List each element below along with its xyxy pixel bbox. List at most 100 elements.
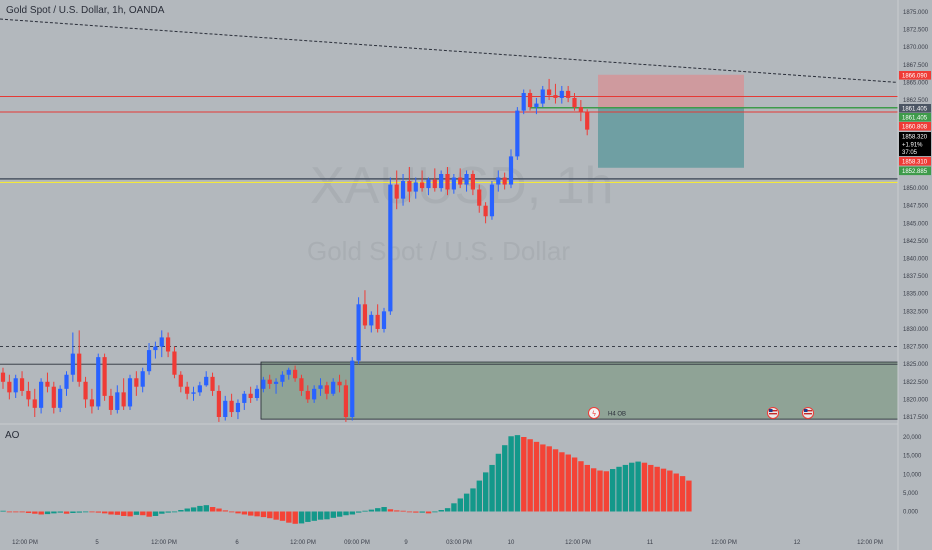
candle [502,172,507,190]
ao-bar [216,508,222,512]
candle-body [464,174,469,185]
candle [178,371,183,393]
candle [13,374,18,398]
candle-body [178,374,183,387]
price-tick-label: 1820.000 [903,397,929,403]
price-badge: 1858.320 [899,132,931,141]
price-tick-label: 1875.000 [903,10,929,16]
candle [96,353,101,410]
price-badge: 1852.885 [899,166,931,176]
candle-body [508,156,514,185]
ao-bar [387,509,394,512]
candle-body [496,177,501,185]
candle [293,365,298,382]
ao-bar [222,510,229,512]
price-badge-text: 1860.808 [902,125,928,131]
price-badge-bg [899,140,931,149]
candle-body [70,353,75,375]
candle-body [58,388,63,408]
candle-body [470,174,475,190]
ao-bar [57,511,63,513]
candle-body [127,378,133,407]
ao-bar [381,507,387,512]
candle [566,85,571,103]
ao-bar [648,464,654,512]
ao-bar [571,457,578,512]
ao-bar [159,511,165,514]
candle [58,385,63,413]
ao-bar [451,503,457,512]
candle [7,374,12,400]
price-badge-text: 1858.310 [902,160,928,166]
candle [451,174,456,194]
candle [540,85,545,108]
candle-body [553,95,558,98]
price-tick-label: 1835.000 [903,292,929,298]
candle [64,371,69,396]
us-flag-icon[interactable] [802,407,814,419]
price-badge-bg [899,157,931,166]
candle [324,381,329,400]
candle [223,395,228,421]
ao-bar [679,476,686,512]
ao-bar [514,435,521,512]
ao-bar [146,511,152,517]
candle-body [388,184,393,312]
ao-bar [273,511,279,520]
candle [191,386,196,401]
candle-body [451,177,456,190]
ao-bar [95,511,102,513]
price-tick-label: 1872.500 [903,28,929,34]
candle-body [559,90,564,98]
candle-body [0,372,6,382]
ao-bar [413,511,419,513]
ao-bar [673,473,679,512]
candle-body [293,369,298,379]
candle-body [235,402,241,413]
candle-body [210,376,215,391]
price-badge-bg [899,113,931,122]
ao-bar [38,511,44,515]
candle-body [248,393,253,398]
candle-body [146,350,152,372]
candle [375,304,380,333]
price-tick-label: 1837.500 [903,274,929,280]
ao-bar [400,510,406,512]
time-tick-label: 12:00 PM [151,540,177,546]
ao-bar [362,510,368,512]
candle [204,371,209,387]
ao-bar [248,511,254,516]
candle [267,374,272,389]
ao-bar [165,511,171,513]
candle-body [312,388,317,400]
candle-body [280,374,285,382]
us-flag-icon[interactable] [767,407,779,419]
ao-bar [6,511,13,513]
ao-indicator-label[interactable]: AO [5,430,20,441]
lightning-icon[interactable] [588,407,600,419]
candle-body [515,110,520,157]
ao-bar [184,508,190,512]
ao-bar [121,511,127,516]
candle [216,385,221,422]
candle [553,83,558,104]
price-badge-text: 1861.405 [902,107,928,113]
ao-bar [495,453,502,512]
ao-bar [463,493,470,512]
ao-bar [476,480,483,512]
candle-body [102,357,107,396]
candle-body [229,400,234,413]
lightning-glyph: ϟ [592,410,597,418]
ao-bar [533,441,540,512]
candle-body [64,374,69,389]
ao-bar [521,437,527,512]
candle [102,353,107,401]
candle [273,378,279,394]
candle [470,170,475,196]
candle [305,385,310,403]
ao-bar [483,472,489,512]
price-badge-text: 37:05 [902,150,918,156]
candle [166,332,171,358]
ao-tick-label: 0.000 [903,510,919,516]
order-block-zone [260,361,899,420]
